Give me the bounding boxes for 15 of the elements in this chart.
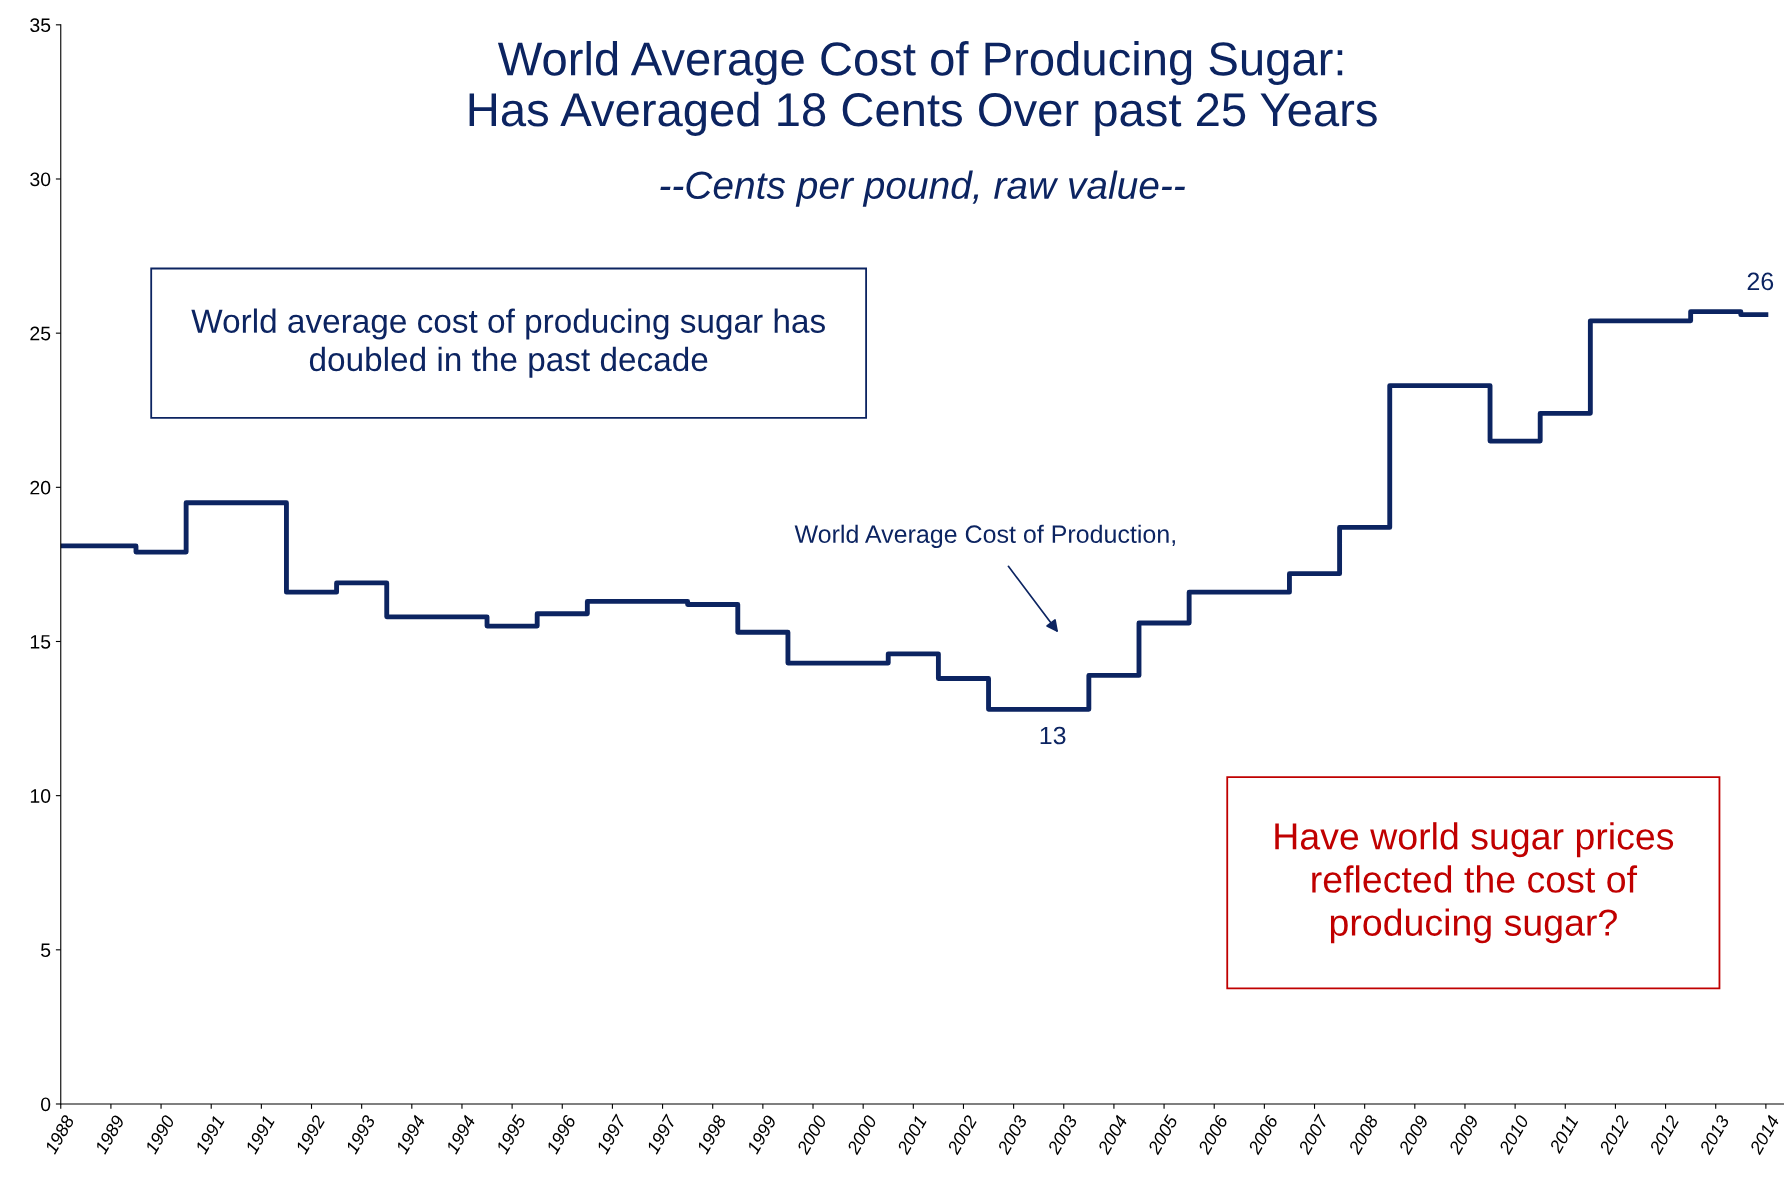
annotation: Have world sugar prices reflected the cost of producing sugar? (1275, 822, 1674, 944)
y-tick-label: 25 (30, 326, 51, 341)
text: --Cents per pound, raw value-- (660, 170, 1185, 207)
annotation: 26 (1747, 272, 1774, 291)
y-tick-label: 30 (30, 172, 51, 187)
y-tick-label: 35 (30, 18, 51, 33)
annotation: World average cost of producing sugar has doubled in the past decade (191, 308, 825, 378)
annotation: World Average Cost of Production, (794, 524, 1175, 548)
annotation: 13 (1040, 726, 1066, 745)
y-tick-label: 0 (40, 1097, 51, 1112)
y-tick-label: 10 (30, 789, 51, 803)
y-tick-label: 15 (30, 635, 51, 649)
y-tick-label: 20 (30, 480, 51, 495)
text: World Average Cost of Producing Sugar: Has Averaged 18 Cents Over past 25 Years (469, 41, 1377, 136)
y-tick-label: 5 (41, 943, 51, 958)
